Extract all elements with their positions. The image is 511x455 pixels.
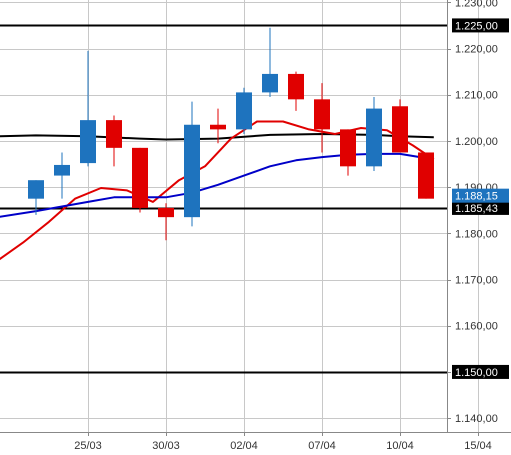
candle-10 — [288, 71, 304, 111]
level-tag-0: 1.225,00 — [452, 18, 509, 33]
candle-3 — [106, 115, 122, 167]
level-tag-2-text: 1.150,00 — [455, 367, 498, 379]
current-price-tag: 1.188,15 — [452, 188, 509, 203]
candle-1 — [54, 152, 70, 199]
candle-body-5 — [158, 207, 174, 218]
candle-body-14 — [392, 106, 408, 153]
x-tick-label-1: 30/03 — [152, 440, 180, 452]
candle-11 — [314, 83, 330, 153]
candle-body-9 — [262, 73, 278, 93]
level-tag-1-text: 1.185,43 — [455, 203, 498, 215]
candle-5 — [158, 203, 174, 241]
candle-body-2 — [80, 120, 96, 164]
x-tick-label-0: 25/03 — [74, 440, 102, 452]
level-tag-0-box — [452, 18, 509, 33]
current-price-tag-box — [452, 188, 509, 203]
candle-6 — [184, 101, 200, 227]
candle-15 — [418, 152, 434, 199]
y-tick-label-0: 1.140,00 — [455, 413, 498, 425]
y-tick-label-2: 1.160,00 — [455, 321, 498, 333]
candle-14 — [392, 99, 408, 153]
candles — [28, 27, 434, 241]
candle-2 — [80, 50, 96, 167]
y-tick-label-3: 1.170,00 — [455, 275, 498, 287]
candle-12 — [340, 129, 356, 176]
level-tag-2-box — [452, 364, 509, 379]
x-tick-label-4: 10/04 — [386, 440, 414, 452]
candle-body-1 — [54, 164, 70, 176]
y-tick-label-7: 1.210,00 — [455, 90, 498, 102]
y-tick-label-6: 1.200,00 — [455, 136, 498, 148]
x-tick-label-5: 15/04 — [464, 440, 492, 452]
candle-0 — [28, 180, 44, 215]
candle-7 — [210, 108, 226, 144]
price-tags: 1.225,00 1.185,43 1.150,00 1.188,15 — [452, 18, 509, 379]
candle-body-11 — [314, 99, 330, 130]
candle-body-6 — [184, 124, 200, 218]
y-tick-label-8: 1.220,00 — [455, 44, 498, 56]
candle-4 — [132, 147, 148, 213]
y-tick-label-4: 1.180,00 — [455, 228, 498, 240]
y-axis-ticks: 1.140,00 1.150,00 1.160,00 1.170,00 1.180,00… — [447, 0, 498, 425]
x-axis-ticks: 25/03 30/03 02/04 07/04 10/04 15/04 — [74, 432, 492, 452]
candle-body-8 — [236, 92, 252, 130]
candle-body-13 — [366, 108, 382, 167]
candle-8 — [236, 87, 252, 134]
level-tag-1-box — [452, 200, 509, 215]
level-tag-1: 1.185,43 — [452, 200, 509, 215]
y-tick-label-9: 1.230,00 — [455, 0, 498, 9]
current-price-tag-text: 1.188,15 — [455, 191, 498, 203]
candle-9 — [262, 27, 278, 98]
candle-body-0 — [28, 180, 44, 199]
candle-body-3 — [106, 120, 122, 148]
level-tag-2: 1.150,00 — [452, 364, 509, 379]
horizontal-levels — [0, 24, 447, 374]
ma-line-blue — [0, 152, 434, 218]
candle-13 — [366, 97, 382, 171]
candle-body-4 — [132, 147, 148, 208]
candle-body-7 — [210, 124, 226, 130]
x-tick-label-2: 02/04 — [230, 440, 258, 452]
candle-body-10 — [288, 73, 304, 100]
x-tick-label-3: 07/04 — [308, 440, 336, 452]
candle-body-12 — [340, 129, 356, 167]
level-tag-0-text: 1.225,00 — [455, 20, 498, 32]
candle-body-15 — [418, 152, 434, 199]
ma-line-red — [0, 120, 435, 261]
